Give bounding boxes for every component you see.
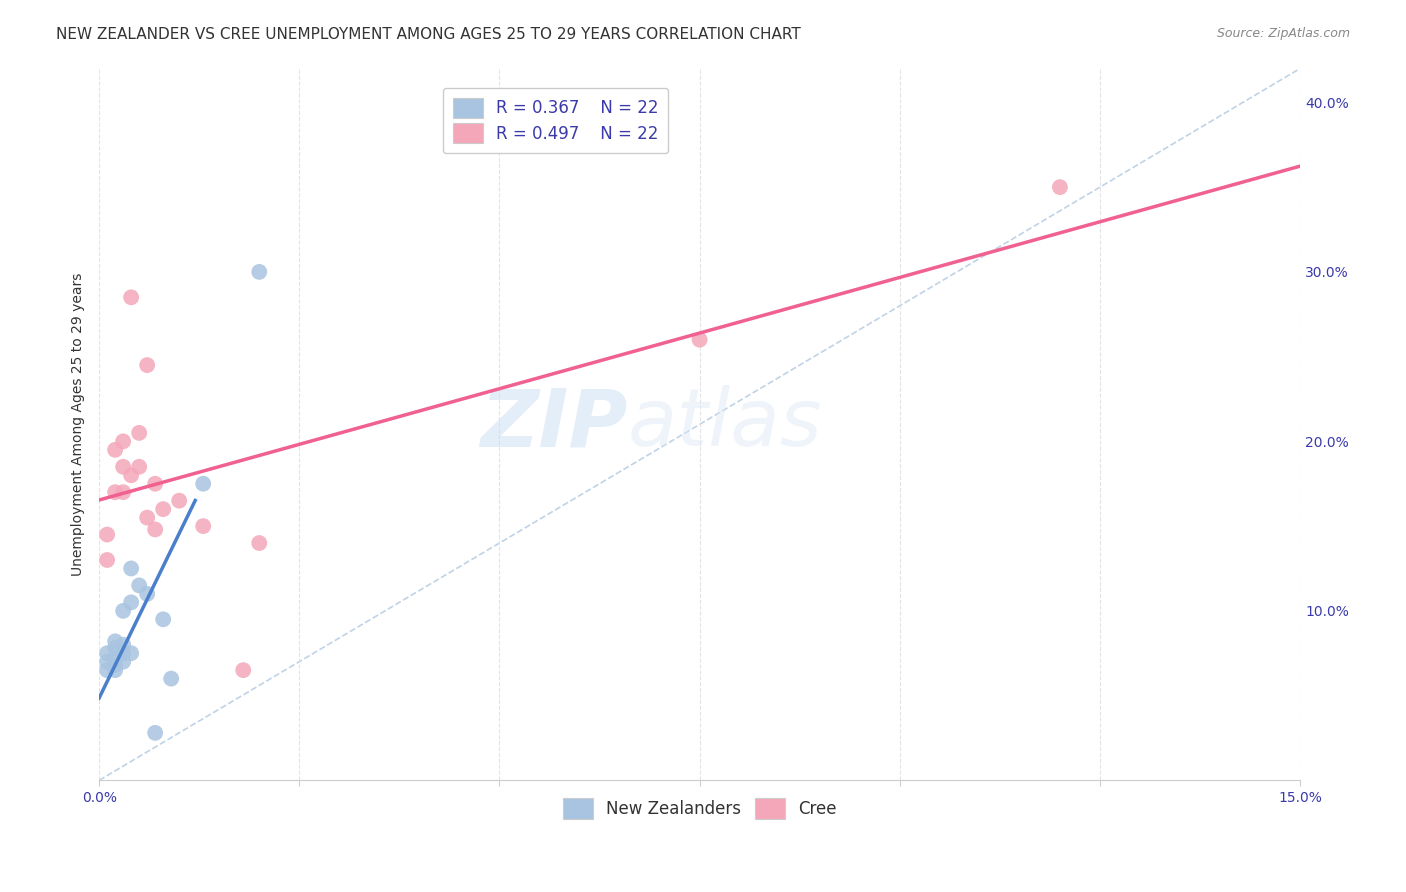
- Point: [120, 290, 142, 304]
- Point: [104, 442, 127, 457]
- Point: [104, 634, 127, 648]
- Point: [112, 638, 135, 652]
- Point: [112, 646, 135, 660]
- Point: [152, 612, 174, 626]
- Point: [104, 485, 127, 500]
- Point: [120, 561, 142, 575]
- Point: [128, 425, 150, 440]
- Point: [136, 510, 159, 524]
- Legend: New Zealanders, Cree: New Zealanders, Cree: [557, 792, 844, 825]
- Point: [193, 476, 215, 491]
- Point: [112, 485, 135, 500]
- Text: atlas: atlas: [627, 385, 823, 464]
- Point: [689, 333, 711, 347]
- Point: [136, 358, 159, 372]
- Point: [96, 646, 118, 660]
- Point: [104, 658, 127, 673]
- Point: [96, 527, 118, 541]
- Point: [96, 655, 118, 669]
- Point: [167, 493, 190, 508]
- Point: [247, 536, 270, 550]
- Point: [120, 646, 142, 660]
- Point: [112, 655, 135, 669]
- Point: [104, 663, 127, 677]
- Point: [120, 468, 142, 483]
- Text: Source: ZipAtlas.com: Source: ZipAtlas.com: [1216, 27, 1350, 40]
- Point: [193, 519, 215, 533]
- Point: [120, 595, 142, 609]
- Point: [136, 587, 159, 601]
- Point: [112, 604, 135, 618]
- Point: [160, 672, 183, 686]
- Y-axis label: Unemployment Among Ages 25 to 29 years: Unemployment Among Ages 25 to 29 years: [72, 273, 86, 576]
- Point: [247, 265, 270, 279]
- Point: [152, 502, 174, 516]
- Point: [143, 476, 166, 491]
- Point: [104, 651, 127, 665]
- Point: [112, 434, 135, 449]
- Point: [104, 641, 127, 656]
- Point: [232, 663, 254, 677]
- Text: ZIP: ZIP: [481, 385, 627, 464]
- Point: [128, 459, 150, 474]
- Point: [96, 663, 118, 677]
- Point: [128, 578, 150, 592]
- Point: [143, 523, 166, 537]
- Text: NEW ZEALANDER VS CREE UNEMPLOYMENT AMONG AGES 25 TO 29 YEARS CORRELATION CHART: NEW ZEALANDER VS CREE UNEMPLOYMENT AMONG…: [56, 27, 801, 42]
- Point: [96, 553, 118, 567]
- Point: [143, 726, 166, 740]
- Point: [1049, 180, 1071, 194]
- Point: [112, 459, 135, 474]
